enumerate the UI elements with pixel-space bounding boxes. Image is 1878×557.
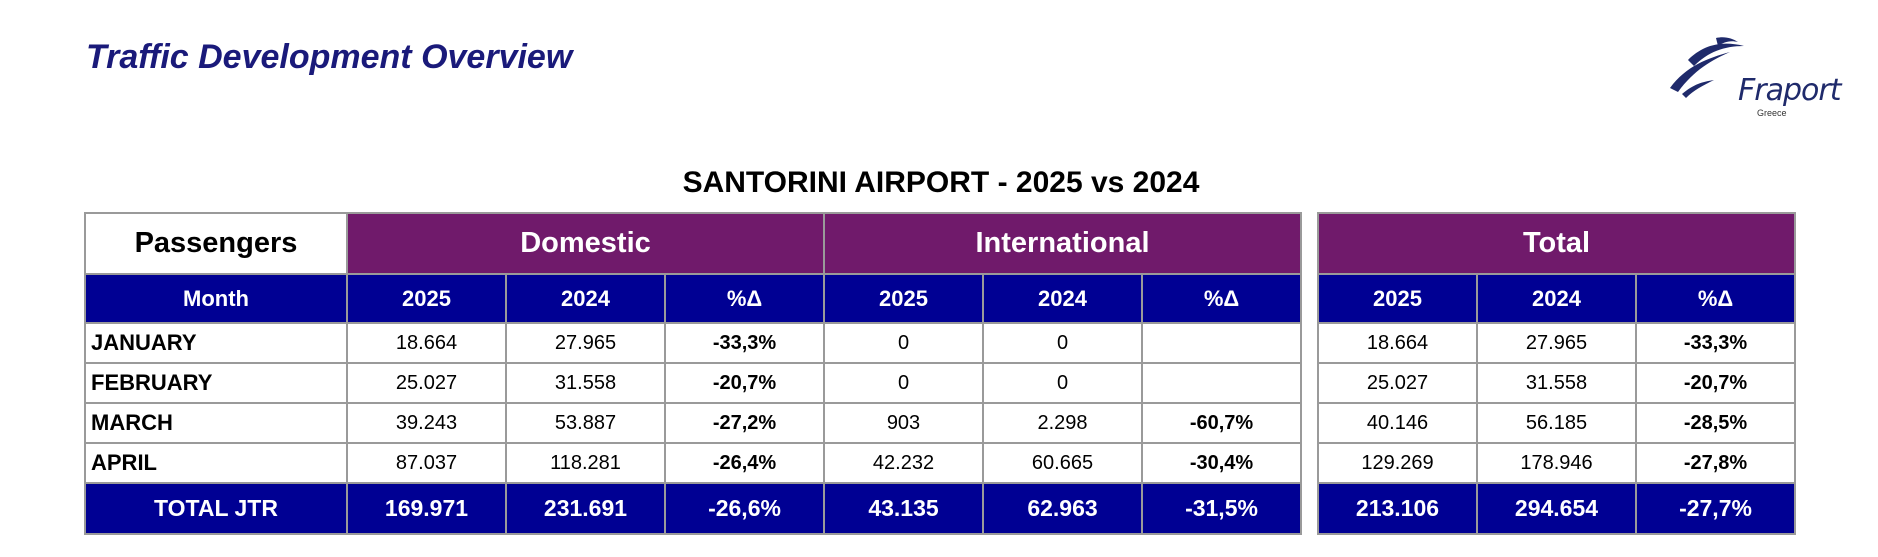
- international-pct-cell: [1141, 322, 1302, 364]
- total-pct-header: %Δ: [1635, 273, 1796, 324]
- month-cell: APRIL: [84, 442, 348, 484]
- total-label: TOTAL JTR: [84, 482, 348, 535]
- domestic-pct-cell: -26,4%: [664, 442, 825, 484]
- total-international-2024: 62.963: [982, 482, 1143, 535]
- total-domestic-pct: -26,6%: [664, 482, 825, 535]
- international-pct-cell: [1141, 362, 1302, 404]
- domestic-2025-cell: 87.037: [346, 442, 507, 484]
- total-2025-cell: 18.664: [1317, 322, 1478, 364]
- total-pct-cell: -28,5%: [1635, 402, 1796, 444]
- table-row: JANUARY 18.664 27.965 -33,3% 0 0: [84, 322, 1302, 364]
- total-international-2025: 43.135: [823, 482, 984, 535]
- total-2025-cell: 25.027: [1317, 362, 1478, 404]
- international-2025-cell: 42.232: [823, 442, 984, 484]
- total-international-pct: -31,5%: [1141, 482, 1302, 535]
- total-row: TOTAL JTR 169.971 231.691 -26,6% 43.135 …: [84, 482, 1302, 535]
- grand-total-2025: 213.106: [1317, 482, 1478, 535]
- month-cell: JANUARY: [84, 322, 348, 364]
- domestic-2024-cell: 31.558: [505, 362, 666, 404]
- page-title: Traffic Development Overview: [86, 38, 573, 76]
- total-2024-cell: 56.185: [1476, 402, 1637, 444]
- table-row: 129.269 178.946 -27,8%: [1317, 442, 1796, 484]
- table-row: 25.027 31.558 -20,7%: [1317, 362, 1796, 404]
- domestic-header: Domestic: [346, 212, 825, 275]
- month-cell: FEBRUARY: [84, 362, 348, 404]
- total-2024-cell: 31.558: [1476, 362, 1637, 404]
- international-pct-cell: -30,4%: [1141, 442, 1302, 484]
- total-2024-cell: 178.946: [1476, 442, 1637, 484]
- logo-wordmark: Fraport: [1738, 73, 1841, 108]
- domestic-2025-cell: 39.243: [346, 402, 507, 444]
- international-2024-cell: 60.665: [982, 442, 1143, 484]
- total-2025-cell: 40.146: [1317, 402, 1478, 444]
- domestic-2024-cell: 53.887: [505, 402, 666, 444]
- international-2025-cell: 903: [823, 402, 984, 444]
- domestic-pct-header: %Δ: [664, 273, 825, 324]
- fraport-logo: Fraport Greece: [1668, 36, 1853, 122]
- table-row: 40.146 56.185 -28,5%: [1317, 402, 1796, 444]
- grand-total-pct: -27,7%: [1635, 482, 1796, 535]
- international-2025-header: 2025: [823, 273, 984, 324]
- domestic-2025-header: 2025: [346, 273, 507, 324]
- total-2025-header: 2025: [1317, 273, 1478, 324]
- logo-subtext: Greece: [1757, 108, 1787, 118]
- domestic-2025-cell: 25.027: [346, 362, 507, 404]
- total-2024-header: 2024: [1476, 273, 1637, 324]
- domestic-pct-cell: -27,2%: [664, 402, 825, 444]
- total-header: Total: [1317, 212, 1796, 275]
- table-row: 18.664 27.965 -33,3%: [1317, 322, 1796, 364]
- fraport-swoosh-icon: [1670, 37, 1744, 98]
- domestic-pct-cell: -33,3%: [664, 322, 825, 364]
- international-pct-cell: -60,7%: [1141, 402, 1302, 444]
- international-pct-header: %Δ: [1141, 273, 1302, 324]
- total-domestic-2025: 169.971: [346, 482, 507, 535]
- total-row: 213.106 294.654 -27,7%: [1317, 482, 1796, 535]
- table-row: APRIL 87.037 118.281 -26,4% 42.232 60.66…: [84, 442, 1302, 484]
- report-title: SANTORINI AIRPORT - 2025 vs 2024: [682, 166, 1200, 199]
- domestic-2025-cell: 18.664: [346, 322, 507, 364]
- international-2025-cell: 0: [823, 362, 984, 404]
- total-2025-cell: 129.269: [1317, 442, 1478, 484]
- total-pct-cell: -33,3%: [1635, 322, 1796, 364]
- domestic-2024-cell: 118.281: [505, 442, 666, 484]
- month-cell: MARCH: [84, 402, 348, 444]
- international-2024-cell: 2.298: [982, 402, 1143, 444]
- table-row: FEBRUARY 25.027 31.558 -20,7% 0 0: [84, 362, 1302, 404]
- total-table: Total 2025 2024 %Δ 18.664 27.965 -33,3% …: [1317, 212, 1796, 535]
- grand-total-2024: 294.654: [1476, 482, 1637, 535]
- international-header: International: [823, 212, 1302, 275]
- international-2024-cell: 0: [982, 322, 1143, 364]
- total-pct-cell: -20,7%: [1635, 362, 1796, 404]
- total-2024-cell: 27.965: [1476, 322, 1637, 364]
- table-row: MARCH 39.243 53.887 -27,2% 903 2.298 -60…: [84, 402, 1302, 444]
- month-header: Month: [84, 273, 348, 324]
- domestic-international-table: Passengers Domestic International Month …: [84, 212, 1302, 535]
- domestic-2024-header: 2024: [505, 273, 666, 324]
- domestic-2024-cell: 27.965: [505, 322, 666, 364]
- international-2024-header: 2024: [982, 273, 1143, 324]
- international-2025-cell: 0: [823, 322, 984, 364]
- total-pct-cell: -27,8%: [1635, 442, 1796, 484]
- domestic-pct-cell: -20,7%: [664, 362, 825, 404]
- international-2024-cell: 0: [982, 362, 1143, 404]
- total-domestic-2024: 231.691: [505, 482, 666, 535]
- passengers-header: Passengers: [84, 212, 348, 275]
